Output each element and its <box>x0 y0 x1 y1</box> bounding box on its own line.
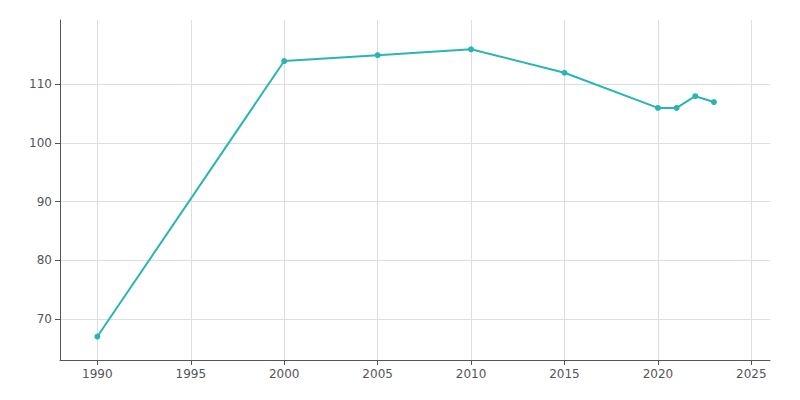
svg-text:2010: 2010 <box>456 367 487 381</box>
svg-text:1990: 1990 <box>82 367 113 381</box>
svg-text:2025: 2025 <box>736 367 767 381</box>
svg-text:110: 110 <box>29 77 52 91</box>
svg-text:2005: 2005 <box>362 367 393 381</box>
svg-text:1995: 1995 <box>176 367 207 381</box>
svg-text:100: 100 <box>29 136 52 150</box>
svg-text:2000: 2000 <box>269 367 300 381</box>
svg-text:90: 90 <box>37 195 52 209</box>
svg-text:2015: 2015 <box>549 367 580 381</box>
svg-text:70: 70 <box>37 312 52 326</box>
svg-text:80: 80 <box>37 253 52 267</box>
svg-text:2020: 2020 <box>643 367 674 381</box>
